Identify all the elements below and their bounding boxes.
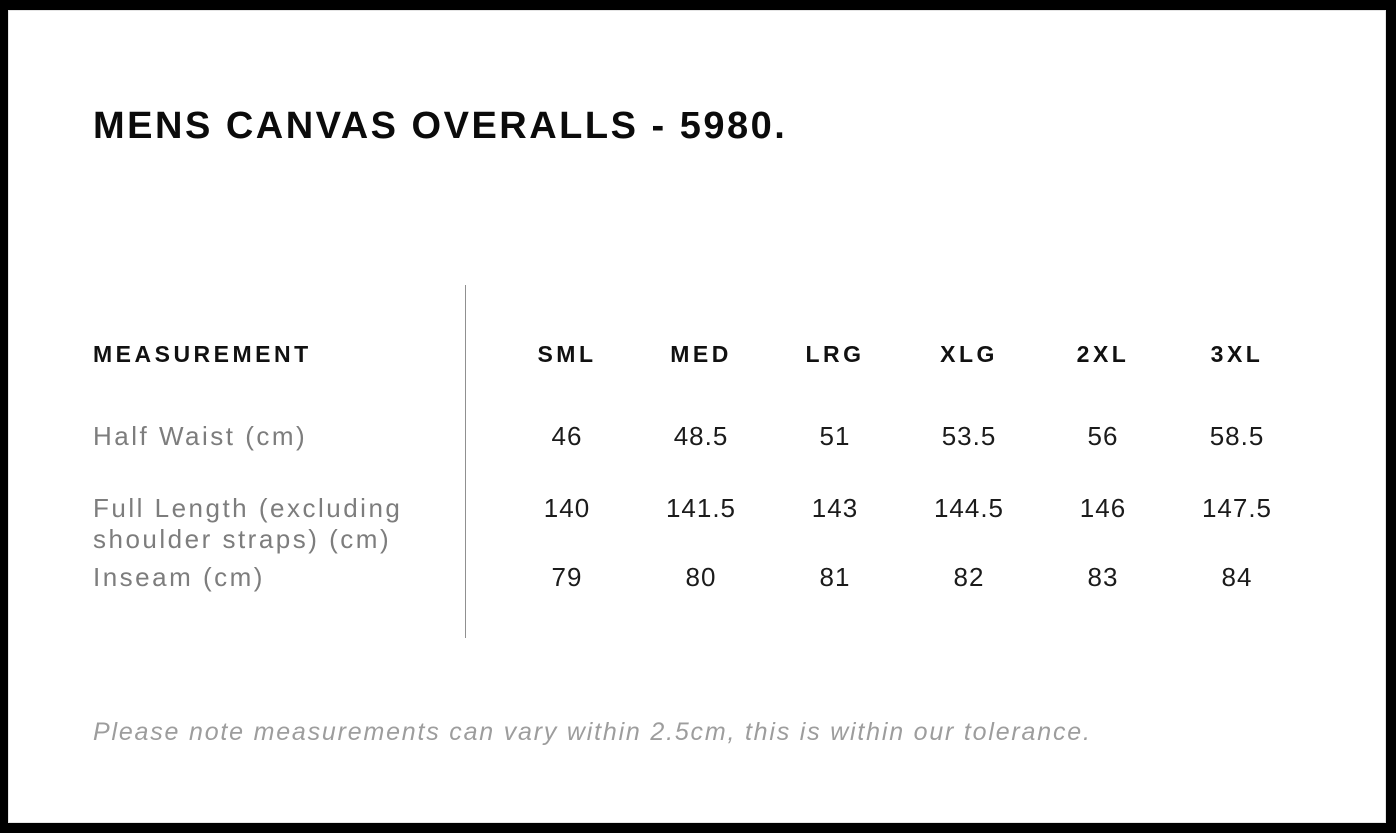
- column-header-lrg: LRG: [805, 341, 865, 367]
- table-row-inseam: Inseam (cm) 79 80 81 82 83 84: [93, 562, 1304, 593]
- tolerance-note: Please note measurements can vary within…: [93, 718, 1092, 746]
- cell-half-waist-med: 48.5: [673, 421, 729, 451]
- column-header-xlg: XLG: [940, 341, 998, 367]
- table-header-row: MEASUREMENT SML MED LRG XLG 2XL 3XL: [93, 341, 1304, 368]
- cell-half-waist-xlg: 53.5: [941, 421, 997, 451]
- cell-half-waist-2xl: 56: [1087, 421, 1119, 451]
- cell-half-waist-sml: 46: [551, 421, 583, 451]
- column-header-3xl: 3XL: [1210, 341, 1264, 367]
- cell-full-length-sml: 140: [543, 493, 591, 523]
- cell-inseam-lrg: 81: [819, 562, 851, 592]
- cell-full-length-med: 141.5: [665, 493, 737, 523]
- table-row-full-length: Full Length (excluding shoulder straps) …: [93, 493, 1304, 555]
- cell-full-length-xlg: 144.5: [933, 493, 1005, 523]
- column-header-measurement: MEASUREMENT: [93, 341, 312, 367]
- cell-half-waist-lrg: 51: [819, 421, 851, 451]
- column-header-med: MED: [670, 341, 732, 367]
- row-label-inseam: Inseam (cm): [93, 562, 265, 592]
- cell-inseam-sml: 79: [551, 562, 583, 592]
- row-label-half-waist: Half Waist (cm): [93, 421, 308, 451]
- table-row-half-waist: Half Waist (cm) 46 48.5 51 53.5 56 58.5: [93, 421, 1304, 452]
- column-header-2xl: 2XL: [1076, 341, 1130, 367]
- column-header-sml: SML: [537, 341, 597, 367]
- column-divider: [465, 285, 466, 638]
- cell-full-length-lrg: 143: [811, 493, 859, 523]
- size-chart-card: MENS CANVAS OVERALLS - 5980. MEASUREMENT…: [8, 10, 1386, 823]
- cell-inseam-2xl: 83: [1087, 562, 1119, 592]
- cell-full-length-3xl: 147.5: [1201, 493, 1273, 523]
- cell-half-waist-3xl: 58.5: [1209, 421, 1265, 451]
- size-chart-table: MEASUREMENT SML MED LRG XLG 2XL 3XL Half…: [93, 285, 1308, 638]
- cell-inseam-xlg: 82: [953, 562, 985, 592]
- row-label-full-length: Full Length (excluding shoulder straps) …: [93, 493, 403, 554]
- cell-full-length-2xl: 146: [1079, 493, 1127, 523]
- page-title: MENS CANVAS OVERALLS - 5980.: [93, 105, 788, 147]
- cell-inseam-med: 80: [685, 562, 717, 592]
- cell-inseam-3xl: 84: [1221, 562, 1253, 592]
